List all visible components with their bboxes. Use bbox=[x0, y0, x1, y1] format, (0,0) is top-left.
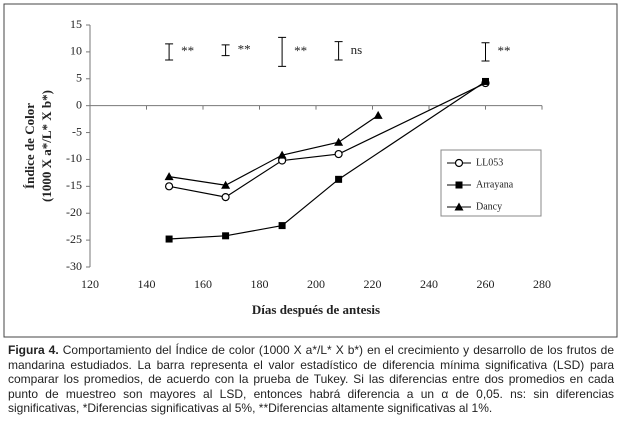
caption-label: Figura 4. bbox=[8, 343, 59, 357]
frame bbox=[3, 3, 618, 338]
legend-label: Arrayana bbox=[476, 179, 514, 190]
lsd-label: ** bbox=[181, 43, 194, 58]
point bbox=[221, 180, 231, 189]
point bbox=[222, 232, 230, 240]
point bbox=[277, 150, 287, 159]
legend-marker bbox=[455, 181, 463, 189]
y-axis-title: (1000 X a*/L* X b*) bbox=[39, 90, 54, 202]
y-tick-label: -5 bbox=[72, 124, 82, 138]
point bbox=[335, 175, 343, 183]
point bbox=[334, 137, 344, 146]
x-axis-title: Días después de antesis bbox=[252, 302, 380, 317]
lsd-bar bbox=[278, 36, 287, 67]
caption-text: Comportamiento del Índice de color (1000… bbox=[8, 343, 615, 415]
lsd-bar bbox=[481, 42, 490, 62]
y-tick-label: 5 bbox=[76, 71, 82, 85]
chart: Días después de antesis Índice de Color … bbox=[3, 3, 618, 338]
legend-marker bbox=[454, 202, 464, 211]
point bbox=[373, 110, 383, 119]
x-tick-label: 160 bbox=[194, 277, 212, 291]
lsd-bar bbox=[334, 41, 343, 61]
lsd-label: ** bbox=[294, 43, 307, 58]
series-line bbox=[168, 82, 486, 198]
lsd-bar bbox=[221, 44, 230, 57]
y-tick-label: 10 bbox=[70, 44, 82, 58]
point bbox=[221, 192, 230, 202]
x-tick-label: 140 bbox=[138, 277, 156, 291]
x-tick-label: 220 bbox=[364, 277, 382, 291]
y-tick-label: -30 bbox=[66, 259, 82, 273]
x-tick-label: 280 bbox=[533, 277, 551, 291]
lsd-label: ns bbox=[351, 42, 363, 57]
y-axis-title: Índice de Color bbox=[22, 103, 37, 189]
legend-marker bbox=[454, 158, 464, 168]
point bbox=[482, 77, 489, 85]
y-tick-label: -15 bbox=[66, 178, 82, 192]
series-line bbox=[169, 80, 486, 240]
point bbox=[165, 235, 173, 243]
point bbox=[165, 182, 174, 191]
lsd-label: ** bbox=[498, 43, 511, 58]
y-tick-label: -10 bbox=[66, 151, 82, 165]
x-tick-label: 240 bbox=[420, 277, 438, 291]
y-tick-label: 15 bbox=[70, 17, 82, 31]
y-tick-label: 0 bbox=[76, 97, 82, 111]
legend-label: LL053 bbox=[476, 157, 503, 168]
lsd-label: ** bbox=[238, 41, 251, 56]
lsd-bar bbox=[165, 43, 174, 61]
x-tick-label: 120 bbox=[81, 277, 99, 291]
x-tick-label: 180 bbox=[251, 277, 269, 291]
legend-label: Dancy bbox=[476, 201, 502, 212]
y-tick-label: -20 bbox=[66, 205, 82, 219]
x-tick-label: 260 bbox=[477, 277, 495, 291]
point bbox=[334, 149, 343, 159]
point bbox=[278, 222, 286, 230]
point bbox=[164, 172, 174, 181]
y-tick-label: -25 bbox=[66, 232, 82, 246]
x-tick-label: 200 bbox=[307, 277, 325, 291]
caption: Figura 4. Comportamiento del Índice de c… bbox=[8, 343, 614, 416]
